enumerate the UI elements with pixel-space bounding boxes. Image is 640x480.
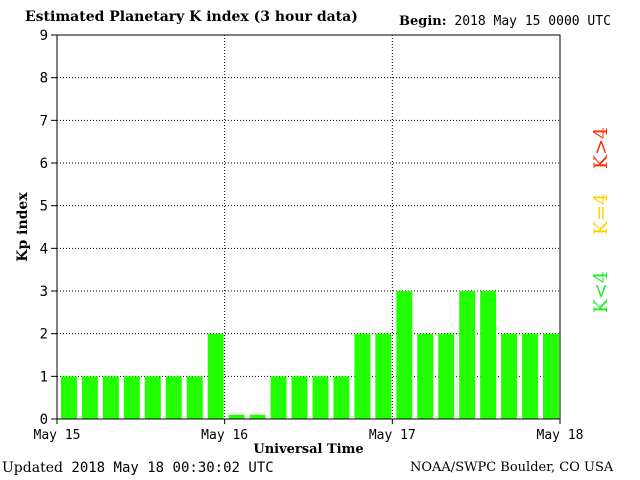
x-tick-label: May 16	[201, 428, 248, 443]
kp-bar	[480, 291, 497, 419]
kp-bar	[165, 376, 182, 419]
legend-label-k-less-4: K<4	[590, 270, 613, 314]
kp-bar	[375, 333, 392, 419]
x-tick-label: May 18	[537, 428, 584, 443]
kp-bar	[186, 376, 203, 419]
y-tick-label: 2	[40, 327, 48, 343]
y-tick-label: 0	[40, 412, 48, 428]
kp-bar	[270, 376, 287, 419]
begin-label: Begin:	[399, 14, 447, 29]
chart-title: Estimated Planetary K index (3 hour data…	[25, 9, 358, 25]
y-tick-label: 7	[40, 113, 48, 129]
kp-bar	[396, 291, 413, 419]
updated-info: Updated 2018 May 18 00:30:02 UTC	[2, 460, 274, 476]
y-tick-label: 5	[40, 199, 48, 215]
kp-bar	[207, 333, 224, 419]
updated-label: Updated	[2, 460, 63, 476]
kp-bar	[354, 333, 371, 419]
legend-k-less-4: K<4	[586, 262, 616, 322]
y-tick-label: 8	[40, 71, 48, 87]
x-axis-label: Universal Time	[253, 442, 363, 457]
kp-bar	[291, 376, 308, 419]
kp-bar	[522, 333, 539, 419]
updated-value: 2018 May 18 00:30:02 UTC	[71, 460, 274, 476]
kp-bar	[459, 291, 476, 419]
kp-bar	[81, 376, 98, 419]
kp-bar	[501, 333, 518, 419]
y-tick-label: 9	[40, 28, 48, 44]
kp-bar	[543, 333, 559, 419]
plot-frame	[56, 34, 561, 420]
x-tick-label: May 15	[34, 428, 81, 443]
y-tick-label: 1	[40, 369, 48, 385]
kp-bar	[102, 376, 119, 419]
legend-k-equal-4: K=4	[586, 184, 616, 244]
y-tick-label: 4	[40, 241, 48, 257]
kp-bar	[438, 333, 455, 419]
kp-bar	[333, 376, 350, 419]
kp-bar	[417, 333, 434, 419]
legend-k-greater-4: K>4	[586, 118, 616, 178]
begin-value: 2018 May 15 0000 UTC	[454, 14, 611, 29]
begin-info: Begin: 2018 May 15 0000 UTC	[399, 14, 611, 29]
x-tick-label: May 17	[369, 428, 416, 443]
kp-bar	[144, 376, 161, 419]
y-tick-label: 6	[40, 156, 48, 172]
credit-text: NOAA/SWPC Boulder, CO USA	[410, 460, 614, 475]
kp-bar	[61, 376, 77, 419]
legend-label-k-equal-4: K=4	[590, 192, 613, 236]
kp-bar	[123, 376, 140, 419]
legend-label-k-greater-4: K>4	[590, 126, 613, 170]
kp-bar	[312, 376, 329, 419]
y-axis-label: Kp index	[15, 192, 31, 262]
kp-bar	[249, 414, 266, 419]
kp-bar	[228, 414, 245, 419]
y-tick-label: 3	[40, 284, 48, 300]
